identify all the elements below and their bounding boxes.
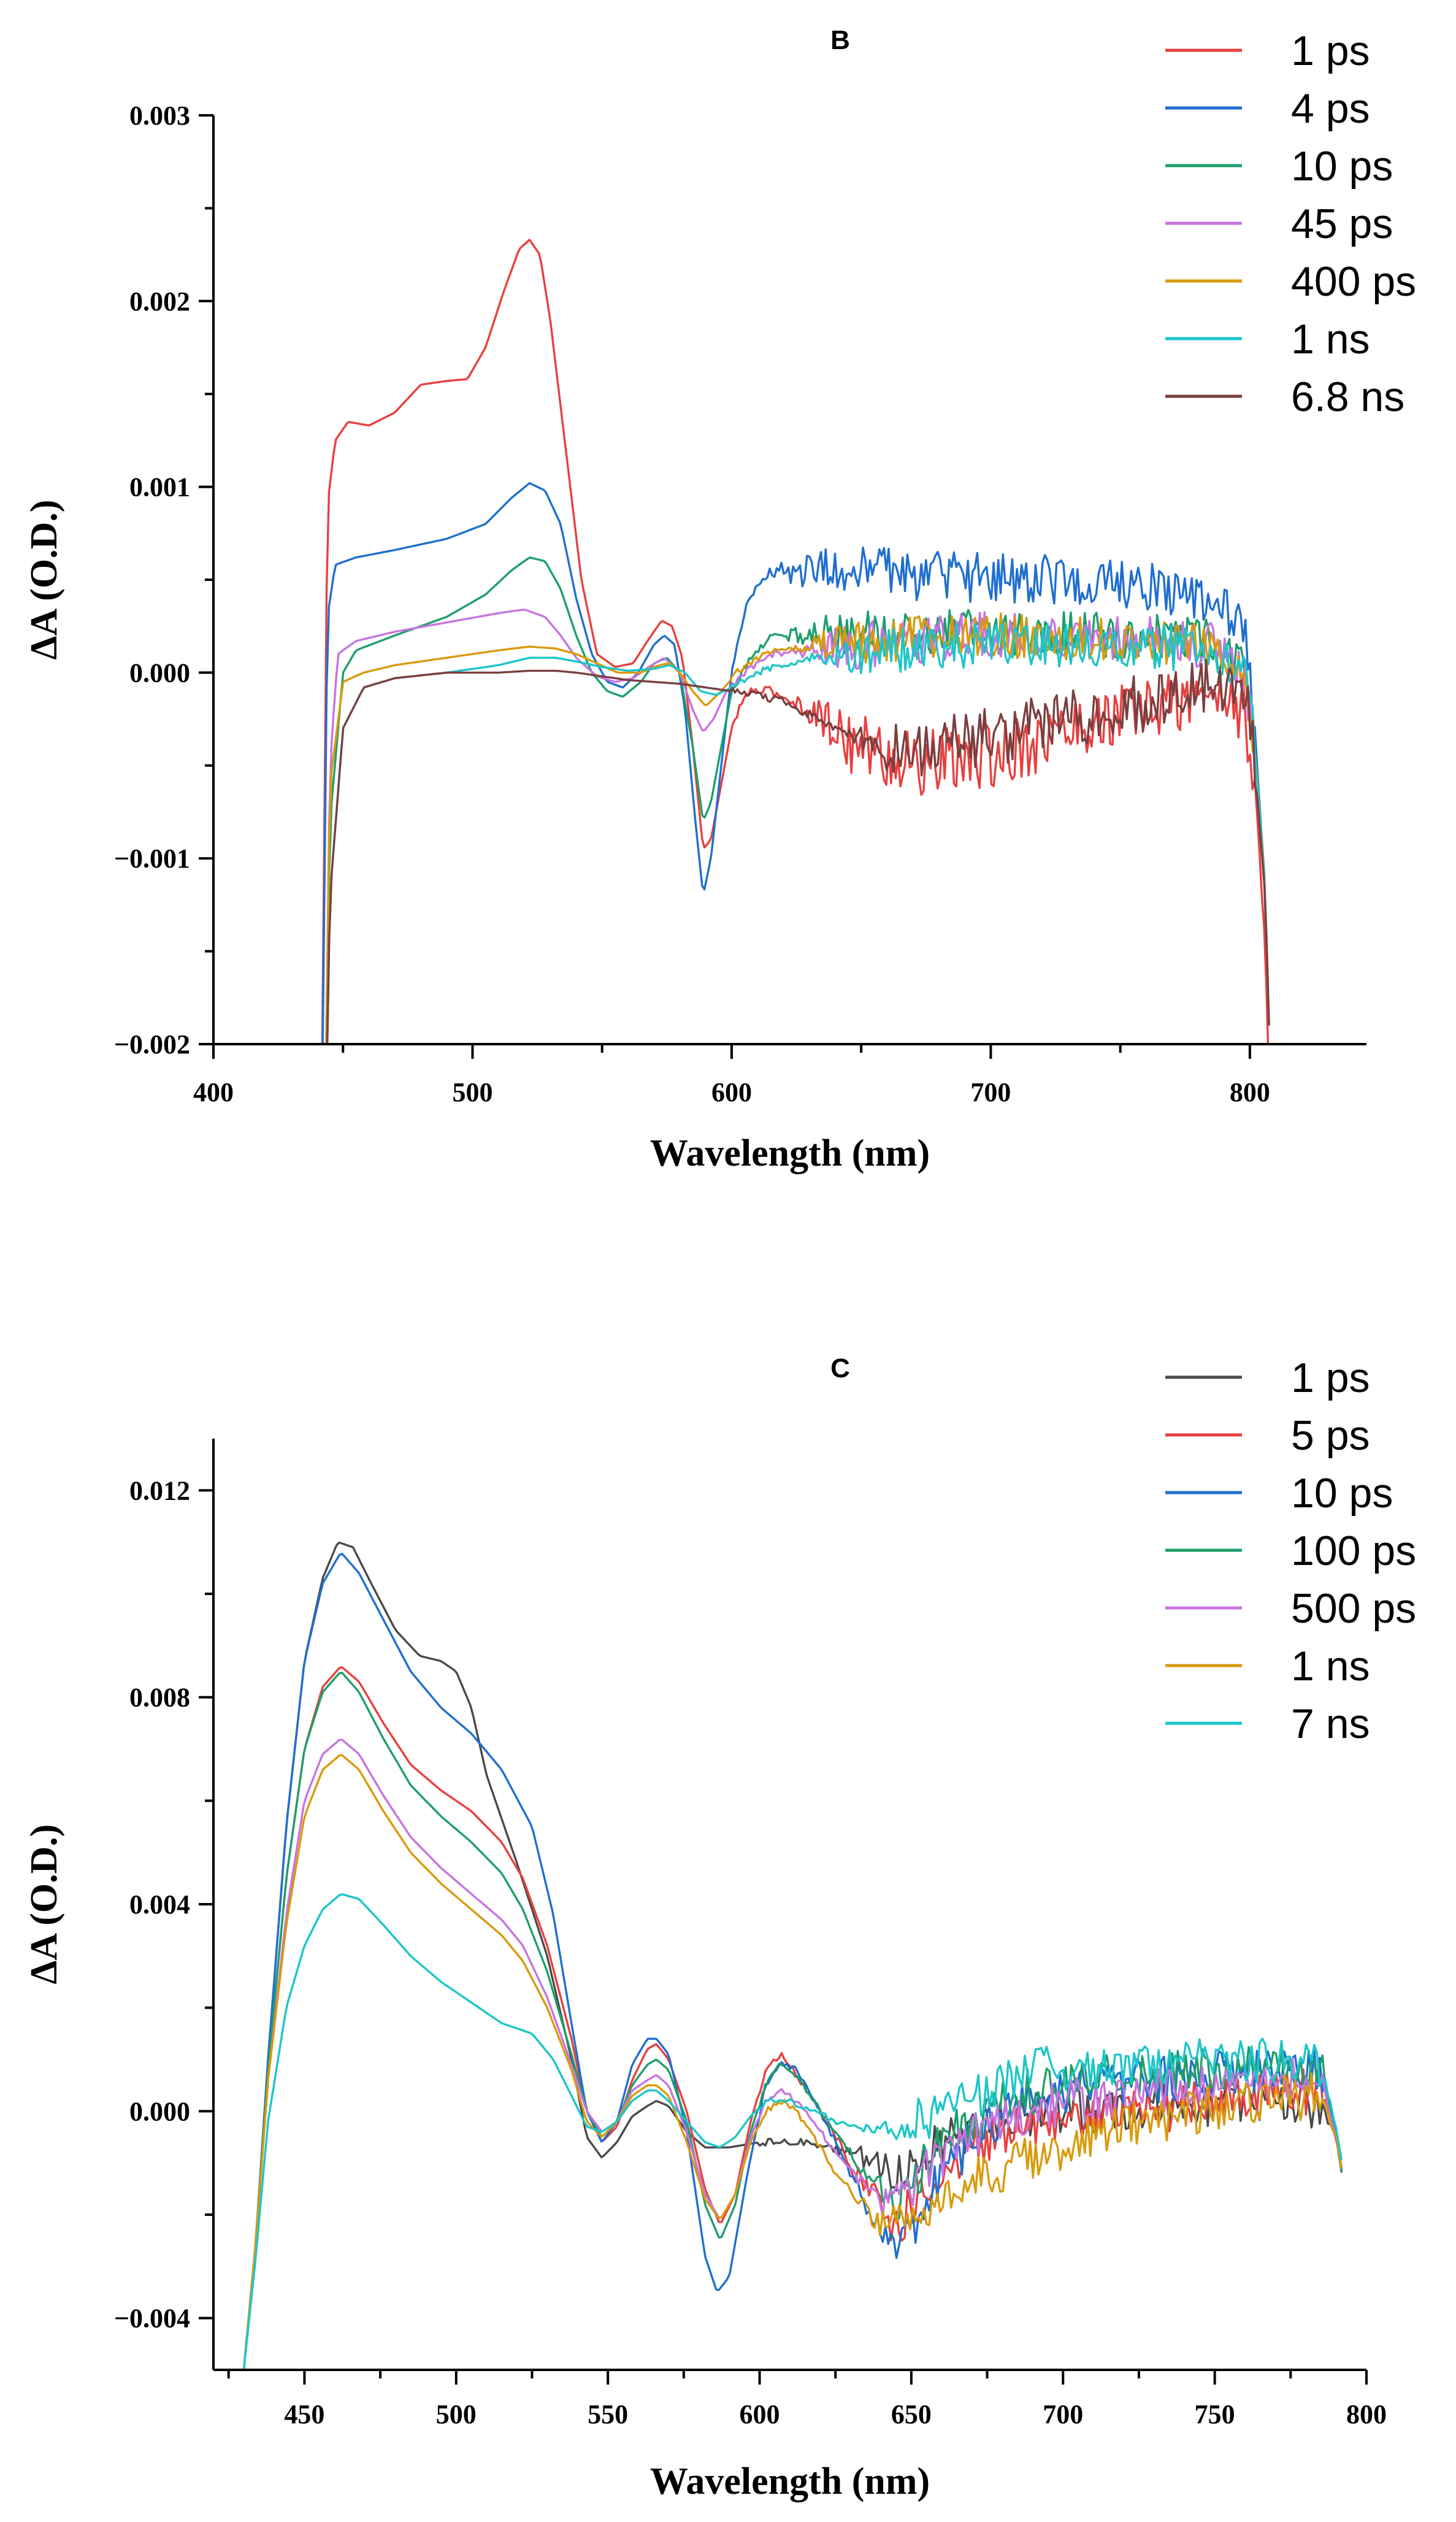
series-line-1-ps xyxy=(321,239,1270,1044)
x-tick-label: 700 xyxy=(970,1077,1011,1107)
legend-label: 5 ps xyxy=(1291,1412,1370,1459)
series-line-1-ns xyxy=(242,1754,1343,2370)
y-tick-label: 0.000 xyxy=(129,2096,190,2126)
x-tick-label: 650 xyxy=(891,2399,932,2429)
legend-label: 10 ps xyxy=(1291,143,1393,190)
series-line-10-ps xyxy=(242,1553,1343,2370)
series-line-100-ps xyxy=(242,1672,1343,2370)
legend-label: 100 ps xyxy=(1291,1528,1416,1574)
x-axis-title: Wavelength (nm) xyxy=(650,1132,930,1174)
series-line-7-ns xyxy=(242,1893,1343,2370)
y-axis-title: ΔA (O.D.) xyxy=(23,499,65,659)
x-tick-label: 800 xyxy=(1346,2399,1387,2429)
legend-label: 4 ps xyxy=(1291,85,1370,132)
x-axis-title: Wavelength (nm) xyxy=(650,2461,930,2502)
legend-label: 1 ps xyxy=(1291,1355,1370,1401)
legend-label: 45 ps xyxy=(1291,201,1393,247)
y-tick-label: −0.002 xyxy=(114,1029,190,1059)
series-line-6-8-ns xyxy=(326,658,1270,1044)
x-tick-label: 800 xyxy=(1230,1077,1270,1107)
legend: 1 ps 5 ps 10 ps 100 ps 500 ps 1 ns 7 ns xyxy=(1165,1355,1416,1747)
x-tick-label: 450 xyxy=(284,2399,324,2429)
legend: 1 ps 4 ps 10 ps 45 ps 400 ps 1 ns 6.8 ns xyxy=(1165,28,1416,420)
y-tick-label: 0.000 xyxy=(129,658,190,688)
panel-label: C xyxy=(830,1353,850,1383)
y-tick-label: 0.001 xyxy=(129,472,190,502)
x-tick-label: 500 xyxy=(436,2399,477,2429)
y-tick-label: 0.012 xyxy=(129,1475,190,1505)
legend-label: 500 ps xyxy=(1291,1585,1416,1632)
x-tick-label: 550 xyxy=(588,2399,628,2429)
series-lines xyxy=(321,239,1270,1044)
series-line-10-ps xyxy=(325,556,1270,1044)
legend-label: 400 ps xyxy=(1291,258,1416,305)
legend-label: 1 ps xyxy=(1291,28,1370,74)
y-axis-title: ΔA (O.D.) xyxy=(23,1824,65,1984)
chart-panel-b: 400 500 600 700 800 −0.002 −0.001 0.000 0.001 0.0… xyxy=(23,25,1416,1174)
y-tick-label: 0.008 xyxy=(129,1683,190,1713)
series-line-4-ps xyxy=(321,482,1270,1044)
y-tick-label: 0.004 xyxy=(129,1890,190,1920)
x-tick-label: 600 xyxy=(740,2399,780,2429)
legend-label: 7 ns xyxy=(1291,1701,1370,1747)
x-tick-label: 500 xyxy=(452,1077,492,1107)
legend-label: 10 ps xyxy=(1291,1470,1393,1517)
x-tick-label: 600 xyxy=(711,1077,752,1107)
x-tick-label: 750 xyxy=(1195,2399,1235,2429)
legend-label: 1 ns xyxy=(1291,1643,1370,1690)
series-lines xyxy=(242,1541,1343,2370)
panel-label: B xyxy=(830,25,850,55)
y-tick-label: 0.002 xyxy=(129,286,190,317)
series-line-5-ps xyxy=(242,1666,1343,2370)
y-tick-label: −0.004 xyxy=(114,2304,190,2334)
legend-label: 6.8 ns xyxy=(1291,374,1404,420)
x-tick-label: 700 xyxy=(1043,2399,1083,2429)
y-tick-label: 0.003 xyxy=(129,101,190,131)
x-tick-label: 400 xyxy=(193,1077,234,1107)
series-line-1-ns xyxy=(326,622,1270,1044)
y-tick-label: −0.001 xyxy=(114,844,190,874)
legend-label: 1 ns xyxy=(1291,316,1370,363)
chart-panel-c: 450 500 550 600 650 700 750 800 −0.004 0.000 0.004… xyxy=(23,1353,1416,2502)
